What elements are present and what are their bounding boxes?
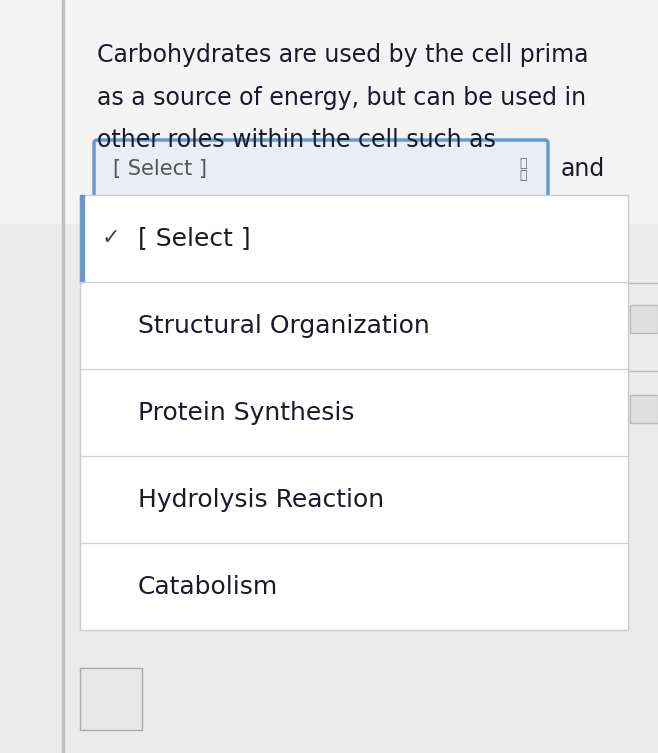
Text: other roles within the cell such as: other roles within the cell such as (97, 128, 496, 152)
Bar (80, 195, 84, 282)
Text: [ Select ]: [ Select ] (138, 227, 251, 251)
Text: as a source of energy, but can be used in: as a source of energy, but can be used i… (97, 86, 586, 110)
Text: Catabolism: Catabolism (138, 575, 278, 599)
Text: Protein Synthesis: Protein Synthesis (138, 401, 355, 425)
Text: [ Select ]: [ Select ] (113, 159, 207, 179)
Text: Carbohydrates are used by the cell prima: Carbohydrates are used by the cell prima (97, 43, 588, 67)
Bar (62, 0, 658, 223)
Bar (0, 630, 658, 753)
Bar (62, 0, 64, 753)
Text: ✓: ✓ (102, 228, 120, 248)
Bar (630, 395, 658, 423)
Text: and: and (561, 157, 605, 181)
Bar (80, 668, 142, 730)
FancyBboxPatch shape (94, 140, 548, 198)
Bar (80, 195, 628, 630)
Text: ⯅
⯆: ⯅ ⯆ (519, 157, 527, 181)
Text: Hydrolysis Reaction: Hydrolysis Reaction (138, 487, 384, 511)
Text: Structural Organization: Structural Organization (138, 313, 430, 337)
Bar (0, 0, 658, 223)
Bar (630, 305, 658, 333)
